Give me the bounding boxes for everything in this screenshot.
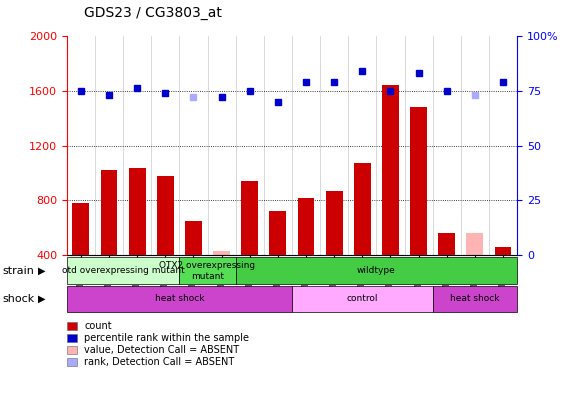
Text: heat shock: heat shock [450,295,500,303]
Bar [410,107,427,255]
Bar [382,85,399,255]
Text: rank, Detection Call = ABSENT: rank, Detection Call = ABSENT [84,357,235,367]
Bar [73,203,89,255]
Text: control: control [346,295,378,303]
Bar [213,251,230,255]
Text: OTX2 overexpressing
mutant: OTX2 overexpressing mutant [159,261,256,280]
Text: otd overexpressing mutant: otd overexpressing mutant [62,267,185,275]
Bar [297,198,314,255]
Text: count: count [84,321,112,331]
Text: wildtype: wildtype [357,267,396,275]
Text: GDS23 / CG3803_at: GDS23 / CG3803_at [84,6,222,20]
Bar [326,191,343,255]
Bar [129,168,146,255]
Bar [270,211,286,255]
Text: strain: strain [3,266,35,276]
Bar [241,181,258,255]
Bar [101,170,117,255]
Bar [354,164,371,255]
Text: heat shock: heat shock [155,295,204,303]
Text: percentile rank within the sample: percentile rank within the sample [84,333,249,343]
Text: value, Detection Call = ABSENT: value, Detection Call = ABSENT [84,345,239,355]
Bar [185,221,202,255]
Text: ▶: ▶ [38,294,45,304]
Text: ▶: ▶ [38,266,45,276]
Bar [467,233,483,255]
Bar [438,233,455,255]
Bar [494,247,511,255]
Text: shock: shock [3,294,35,304]
Bar [157,176,174,255]
